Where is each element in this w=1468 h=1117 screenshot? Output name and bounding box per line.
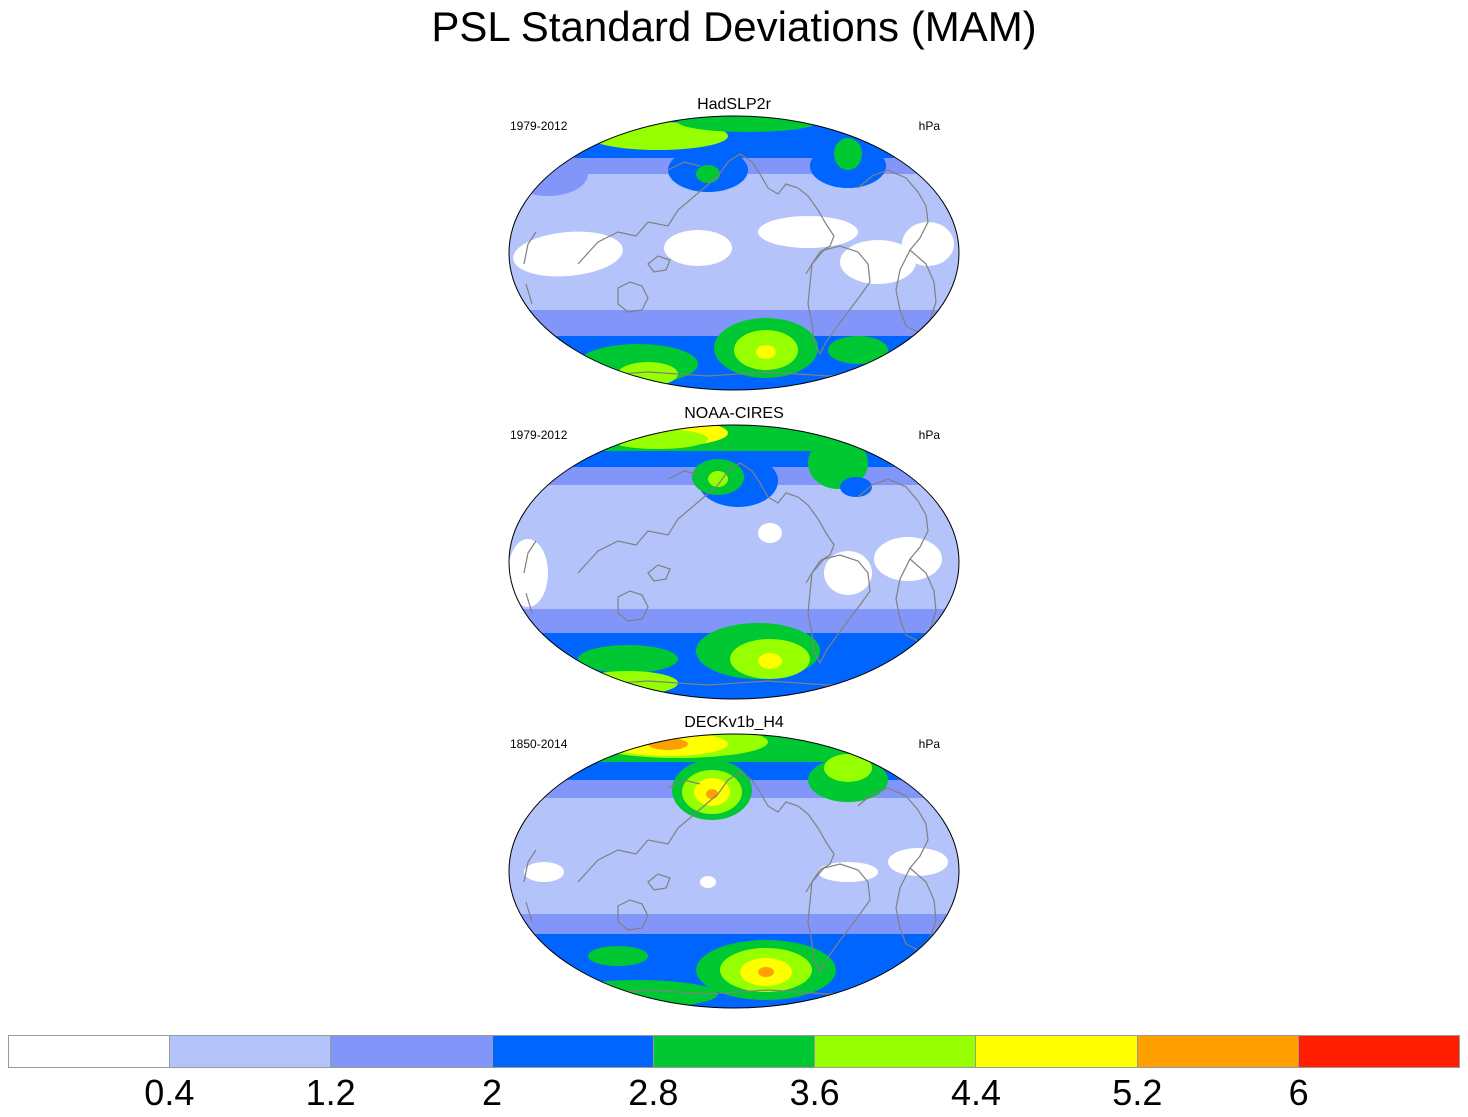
- colorbar-tick-label: 2: [481, 1072, 503, 1113]
- coastline: [667, 470, 701, 480]
- field-contour: [706, 789, 718, 799]
- field-contour: [834, 138, 862, 170]
- colorbar-swatch: [815, 1035, 977, 1068]
- coastline: [523, 231, 537, 265]
- colorbar-tick-label: 3.6: [789, 1072, 840, 1113]
- figure-title: PSL Standard Deviations (MAM): [431, 3, 1037, 50]
- panel-title: NOAA-CIRES: [684, 405, 784, 422]
- field-contour: [509, 152, 588, 196]
- coastline: [647, 255, 671, 273]
- coastline: [647, 564, 671, 582]
- colorbar-tick-label: 0.4: [144, 1072, 195, 1113]
- field-band-north: [509, 425, 959, 451]
- colorbar-tick-label: 2.8: [628, 1072, 679, 1113]
- panel-years: 1979-2012: [510, 119, 568, 133]
- field-contour: [608, 429, 708, 449]
- coastline: [807, 554, 871, 665]
- map-outline: [508, 115, 960, 391]
- coastline: [857, 169, 929, 251]
- panel-years: 1979-2012: [510, 428, 568, 442]
- field-contour: [758, 967, 774, 977]
- map-outline: [508, 733, 960, 1009]
- colorbar-swatch: [492, 1035, 654, 1068]
- field-contour: [700, 876, 716, 888]
- field-contour: [888, 848, 948, 876]
- field-contour: [524, 862, 564, 882]
- colorbar-swatch: [653, 1035, 816, 1068]
- field-contour: [578, 645, 678, 673]
- coastline: [617, 281, 649, 313]
- field-contour: [840, 477, 872, 497]
- field-contour: [808, 437, 868, 489]
- colorbar-tick-label: 5.2: [1112, 1072, 1163, 1113]
- panel-years: 1850-2014: [510, 737, 568, 751]
- map-plot: [508, 733, 960, 1009]
- coastline: [525, 283, 533, 305]
- map-plot: [508, 424, 960, 700]
- colorbar-tick-label: 4.4: [950, 1072, 1002, 1113]
- field-contour: [824, 754, 872, 782]
- field-contour: [513, 231, 623, 277]
- coastline: [667, 779, 701, 789]
- field-contour: [818, 862, 878, 882]
- map-panel-deckv1b-h4: DECKv1b_H4 1850-2014 hPa: [508, 714, 960, 1014]
- coastline: [617, 590, 649, 622]
- field-contour: [588, 946, 648, 966]
- colorbar-tick-label: 6: [1288, 1072, 1309, 1113]
- panel-title: DECKv1b_H4: [684, 714, 784, 731]
- coastline: [525, 592, 533, 614]
- panel-units: hPa: [918, 119, 940, 133]
- colorbar-swatch: [170, 1035, 332, 1068]
- field-contour: [840, 240, 916, 284]
- coastline: [577, 771, 835, 893]
- coastline: [577, 462, 835, 584]
- colorbar-swatch: [1298, 1035, 1460, 1068]
- coastline: [647, 873, 671, 891]
- coastline: [523, 540, 537, 574]
- map-plot: [508, 115, 960, 391]
- coastline: [667, 161, 701, 171]
- field-contour: [558, 980, 718, 1008]
- field-contour: [828, 336, 888, 364]
- coastline: [857, 787, 929, 869]
- coastline: [523, 849, 537, 883]
- colorbar: [8, 1035, 1460, 1068]
- map-outline: [508, 424, 960, 700]
- colorbar-tick-label: 1.2: [305, 1072, 356, 1113]
- field-contour: [902, 222, 954, 266]
- coastline: [577, 153, 835, 275]
- map-panel-noaa-cires: NOAA-CIRES 1979-2012 hPa: [508, 405, 960, 705]
- map-panel-hadslp2r: HadSLP2r 1979-2012 hPa: [508, 96, 960, 396]
- field-contour: [758, 216, 858, 248]
- colorbar-labels: 0.4 1.2 2 2.8 3.6 4.4 5.2 6: [8, 1073, 1460, 1117]
- colorbar-swatch: [976, 1035, 1138, 1068]
- colorbar-swatch: [1137, 1035, 1299, 1068]
- coastline: [807, 245, 871, 356]
- panel-units: hPa: [918, 737, 940, 751]
- colorbar-swatch: [331, 1035, 493, 1068]
- field-contour: [696, 165, 720, 183]
- panel-title: HadSLP2r: [697, 96, 771, 113]
- field-contour: [824, 551, 872, 595]
- field-contour: [509, 539, 548, 607]
- coastline: [857, 478, 929, 560]
- coastline: [617, 899, 649, 931]
- coastline: [807, 863, 871, 974]
- field-contour: [708, 471, 728, 487]
- field-contour: [756, 345, 776, 359]
- coastline: [525, 901, 533, 923]
- field-contour: [664, 230, 732, 266]
- field-contour: [874, 537, 942, 581]
- panel-units: hPa: [918, 428, 940, 442]
- field-contour: [758, 523, 782, 543]
- field-contour: [758, 653, 782, 669]
- colorbar-swatch: [8, 1035, 171, 1068]
